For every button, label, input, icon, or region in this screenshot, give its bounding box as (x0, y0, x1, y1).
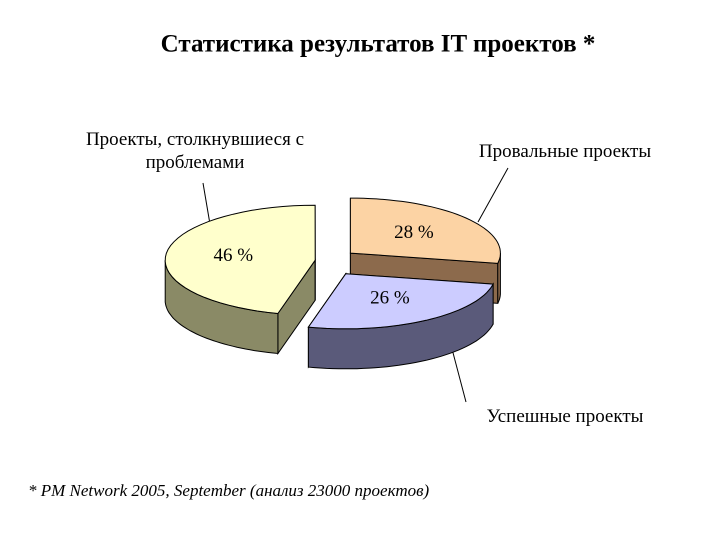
category-label: Успешные проекты (486, 406, 644, 427)
category-label: Провальные проекты (478, 141, 652, 162)
slice (307, 273, 494, 330)
data-label: 28 % (394, 222, 434, 243)
leader-line (477, 167, 509, 223)
category-label: Проекты, столкнувшиеся с проблемами (85, 129, 305, 173)
chart-title: Статистика результатов IT проектов * (161, 31, 596, 58)
data-label: 26 % (370, 288, 410, 309)
slice (164, 204, 316, 315)
slice (349, 197, 501, 264)
footnote: * PM Network 2005, September (анализ 230… (28, 481, 429, 500)
data-label: 46 % (214, 245, 254, 266)
